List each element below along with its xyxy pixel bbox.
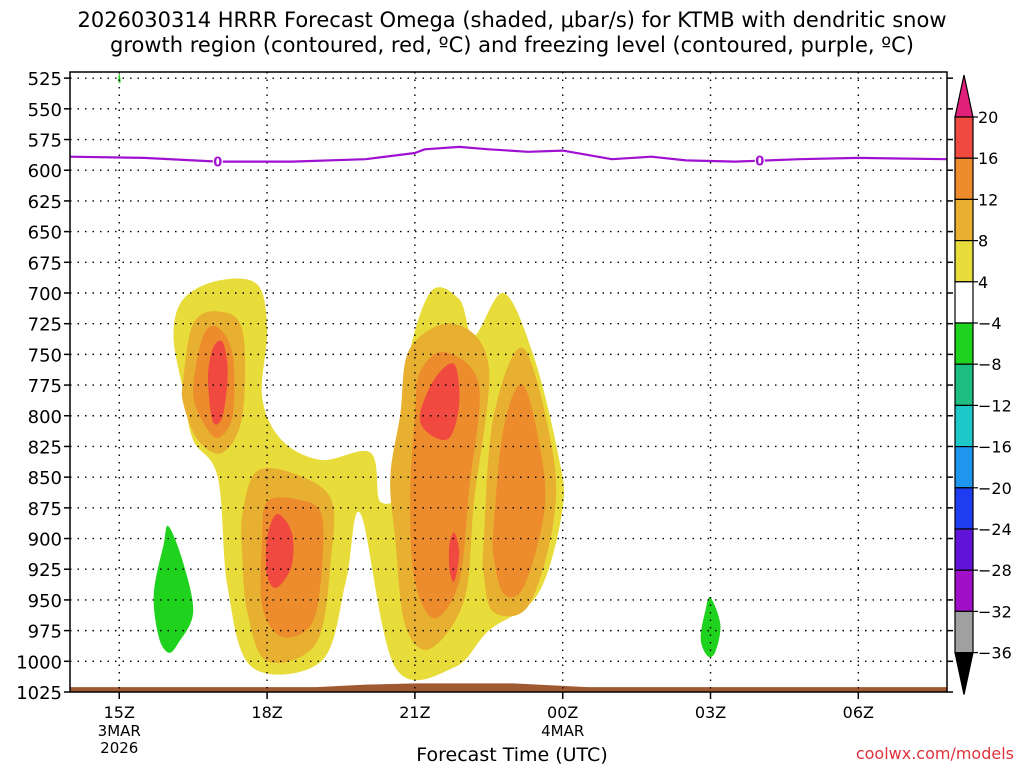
colorbar-label-10: −24 <box>978 520 1012 539</box>
y-tick-label-725: 725 <box>28 315 62 336</box>
freezing-level-line <box>69 145 948 163</box>
y-tick-label-950: 950 <box>28 591 62 612</box>
colorbar-segment-8 <box>954 446 974 489</box>
y-tick-label-600: 600 <box>28 161 62 182</box>
colorbar-label-1: 16 <box>978 149 998 168</box>
x-tick-sublabel-0-0: 3MAR <box>98 722 141 740</box>
colorbar-label-8: −16 <box>978 438 1012 457</box>
ground-layer <box>70 683 947 692</box>
colorbar-segment-0 <box>954 116 974 159</box>
y-tick-label-925: 925 <box>28 560 62 581</box>
y-tick-label-825: 825 <box>28 437 62 458</box>
y-tick-label-900: 900 <box>28 530 62 551</box>
freezing-level-label-0: 0 <box>213 156 222 171</box>
colorbar-label-2: 12 <box>978 190 998 209</box>
colorbar-label-7: −12 <box>978 396 1012 415</box>
colorbar-segment-3 <box>954 240 974 283</box>
y-axis: 525 550 575 600 625 650 675 700 725 750 775 800 825 8… <box>16 69 953 704</box>
colorbar-label-0: 20 <box>978 108 998 127</box>
freezing-label-bg-0 <box>212 154 223 169</box>
ground-surface <box>70 683 947 692</box>
y-tick-label-525: 525 <box>28 69 62 90</box>
freezing-level-label-1: 0 <box>755 155 764 170</box>
colorbar-segment-9 <box>954 487 974 530</box>
colorbar-segment-7 <box>954 404 974 448</box>
source-credit[interactable]: coolwx.com/models <box>855 744 1014 763</box>
colorbar-segment-4 <box>954 281 974 324</box>
y-tick-label-975: 975 <box>28 622 62 643</box>
colorbar-bottom-arrow <box>954 652 974 695</box>
y-tick-label-550: 550 <box>28 100 62 121</box>
colorbar-segment-12 <box>954 610 974 654</box>
colorbar-segment-11 <box>954 569 974 613</box>
x-axis-label: Forecast Time (UTC) <box>416 744 608 766</box>
y-tick-label-575: 575 <box>28 131 62 152</box>
title-line-1: 2026030314 HRRR Forecast Omega (shaded, … <box>77 8 947 32</box>
y-tick-label-750: 750 <box>28 345 62 366</box>
omega-region--4--8-15 <box>118 73 121 83</box>
x-tick-label-00Z: 00Z <box>547 703 578 722</box>
y-tick-label-875: 875 <box>28 499 62 520</box>
y-tick-label-775: 775 <box>28 376 62 397</box>
omega-region--4--8-13 <box>153 525 194 653</box>
y-tick-label-850: 850 <box>28 468 62 489</box>
colorbar-label-11: −28 <box>978 561 1012 580</box>
omega-region-12-16-8 <box>492 384 546 598</box>
y-tick-label-1000: 1000 <box>16 652 62 673</box>
colorbar-label-6: −8 <box>978 355 1002 374</box>
x-tick-label-21Z: 21Z <box>399 703 430 722</box>
colorbar-segment-5 <box>954 322 974 365</box>
x-tick-sublabel-0-1: 2026 <box>100 739 138 757</box>
y-tick-label-650: 650 <box>28 223 62 244</box>
x-tick-label-03Z: 03Z <box>695 703 726 722</box>
y-tick-label-675: 675 <box>28 253 62 274</box>
colorbar-label-13: −36 <box>978 644 1012 663</box>
omega-shading-layer <box>118 73 721 681</box>
omega-region-16-20-12 <box>448 532 460 583</box>
chart-title: 2026030314 HRRR Forecast Omega (shaded, … <box>0 8 1024 58</box>
colorbar-segment-1 <box>954 157 974 200</box>
colorbar-label-3: 8 <box>978 232 988 251</box>
colorbar-label-9: −20 <box>978 479 1012 498</box>
x-tick-label-06Z: 06Z <box>843 703 874 722</box>
y-tick-label-700: 700 <box>28 284 62 305</box>
colorbar-segment-2 <box>954 198 974 242</box>
y-tick-label-625: 625 <box>28 192 62 213</box>
x-tick-sublabel-3-0: 4MAR <box>541 722 584 740</box>
y-tick-label-1025: 1025 <box>16 683 62 704</box>
colorbar-label-4: 4 <box>978 273 988 292</box>
colorbar: 20 16 12 8 4 −4 −8 −12 −16 −20 −24 −28 −32 −36 <box>954 74 1012 695</box>
colorbar-segment-10 <box>954 528 974 571</box>
colorbar-label-12: −32 <box>978 602 1012 621</box>
omega-region-16-20-11 <box>419 363 460 441</box>
freezing-label-bg-1 <box>754 153 765 168</box>
x-tick-label-18Z: 18Z <box>251 703 282 722</box>
y-tick-label-800: 800 <box>28 407 62 428</box>
title-line-2: growth region (contoured, red, ºC) and f… <box>110 33 914 57</box>
x-tick-label-15Z: 15Z <box>104 703 135 722</box>
plot-frame <box>69 71 948 693</box>
colorbar-segment-6 <box>954 363 974 407</box>
omega-region-16-20-9 <box>208 340 228 425</box>
colorbar-label-5: −4 <box>978 314 1002 333</box>
colorbar-top-arrow <box>954 74 974 118</box>
